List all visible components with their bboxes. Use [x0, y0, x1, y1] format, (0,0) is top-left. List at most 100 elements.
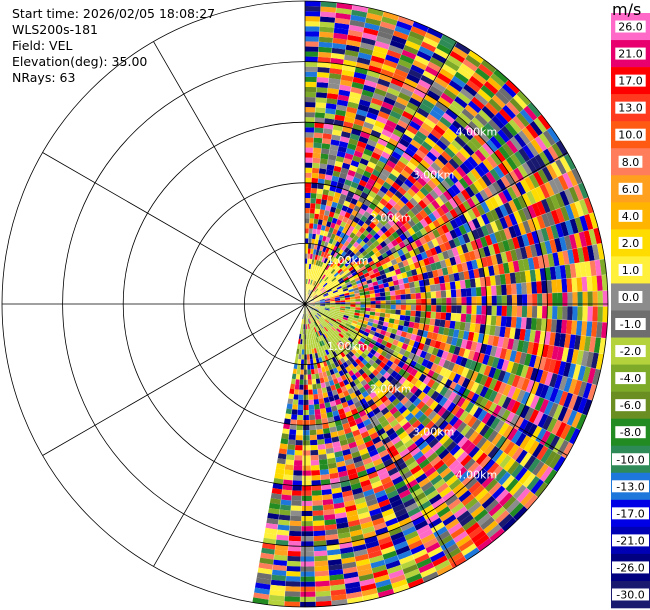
range-gate: [566, 170, 578, 187]
range-gate: [314, 315, 319, 320]
range-gate: [498, 146, 511, 160]
range-gate: [305, 213, 310, 219]
range-gate: [369, 391, 377, 399]
range-gate: [437, 96, 452, 109]
ray-separator: [304, 274, 607, 305]
range-gate: [358, 361, 365, 369]
range-gate: [499, 326, 506, 338]
range-gate: [424, 32, 441, 44]
range-gate: [317, 219, 323, 225]
range-gate: [559, 156, 572, 173]
range-gate: [305, 66, 318, 73]
range-gate: [523, 455, 537, 470]
range-gate: [517, 195, 528, 209]
range-gate: [366, 256, 373, 264]
range-gate: [429, 85, 444, 97]
range-gate: [361, 126, 373, 135]
range-gate: [490, 208, 500, 221]
range-gate: [424, 337, 432, 346]
range-gate: [559, 264, 567, 280]
range-gate: [552, 437, 565, 454]
range-gate: [300, 359, 305, 365]
range-gate: [356, 140, 367, 149]
range-gate: [480, 286, 487, 297]
range-gate: [381, 151, 392, 160]
range-gate: [458, 489, 472, 503]
range-gate: [391, 274, 398, 282]
range-gate: [369, 311, 376, 316]
range-gate: [270, 579, 286, 587]
range-gate: [305, 112, 316, 118]
range-gate: [347, 169, 356, 177]
range-gate: [533, 355, 542, 370]
range-gate: [371, 419, 381, 428]
range-gate: [287, 545, 301, 552]
range-gate: [401, 133, 413, 144]
range-gate: [420, 74, 435, 86]
range-gate: [508, 119, 522, 134]
range-gate: [397, 59, 413, 69]
range-gate: [337, 145, 348, 153]
range-gate: [314, 408, 321, 415]
range-gate: [327, 159, 336, 166]
range-gate: [390, 362, 398, 371]
range-gate: [479, 236, 488, 248]
range-gate: [383, 440, 394, 450]
range-gate: [315, 423, 323, 430]
range-gate: [470, 287, 477, 297]
range-gate: [403, 44, 419, 56]
range-gate: [326, 316, 332, 321]
range-gate: [344, 269, 351, 275]
range-gate: [321, 143, 331, 150]
range-gate: [564, 188, 575, 205]
range-gate: [337, 317, 343, 321]
range-gate: [309, 208, 316, 214]
range-gate: [337, 353, 343, 360]
range-gate: [405, 40, 421, 51]
range-gate: [296, 419, 304, 426]
range-gate: [361, 484, 373, 493]
range-gate: [503, 227, 512, 240]
range-gate: [560, 221, 569, 237]
range-gate: [329, 283, 335, 288]
range-gate: [286, 403, 293, 410]
range-gate: [318, 173, 326, 180]
range-gate: [403, 191, 413, 201]
range-gate: [418, 126, 431, 137]
range-gate: [302, 455, 311, 461]
range-gate: [418, 458, 431, 469]
range-gate: [310, 193, 317, 199]
range-gate: [370, 304, 376, 309]
range-gate: [459, 321, 466, 331]
range-gate: [276, 463, 286, 470]
range-gate: [309, 414, 316, 421]
range-gate: [494, 510, 510, 525]
ray-separator: [304, 140, 561, 305]
range-gate: [357, 443, 367, 451]
range-gate: [317, 311, 323, 316]
range-gate: [386, 415, 396, 424]
range-gate: [434, 444, 447, 456]
range-gate: [271, 569, 287, 577]
range-gate: [544, 371, 554, 387]
range-gate: [291, 495, 302, 501]
ray-separator: [304, 303, 601, 370]
range-gate: [349, 342, 356, 349]
range-gate: [278, 514, 291, 521]
range-gate: [365, 194, 375, 203]
range-ring-label: 4.00km: [456, 468, 498, 481]
range-gate: [318, 346, 323, 353]
range-gate: [336, 328, 342, 334]
range-gate: [404, 530, 419, 541]
range-gate: [478, 491, 492, 506]
range-gate: [343, 54, 358, 63]
range-gate: [320, 288, 326, 293]
range-gate: [540, 227, 550, 242]
field-label: Field: VEL: [12, 38, 73, 53]
range-gate: [579, 199, 589, 216]
range-gate: [432, 143, 445, 155]
range-gate: [400, 396, 409, 406]
range-gate: [426, 179, 437, 190]
range-gate: [357, 340, 364, 347]
range-gate: [305, 102, 316, 108]
